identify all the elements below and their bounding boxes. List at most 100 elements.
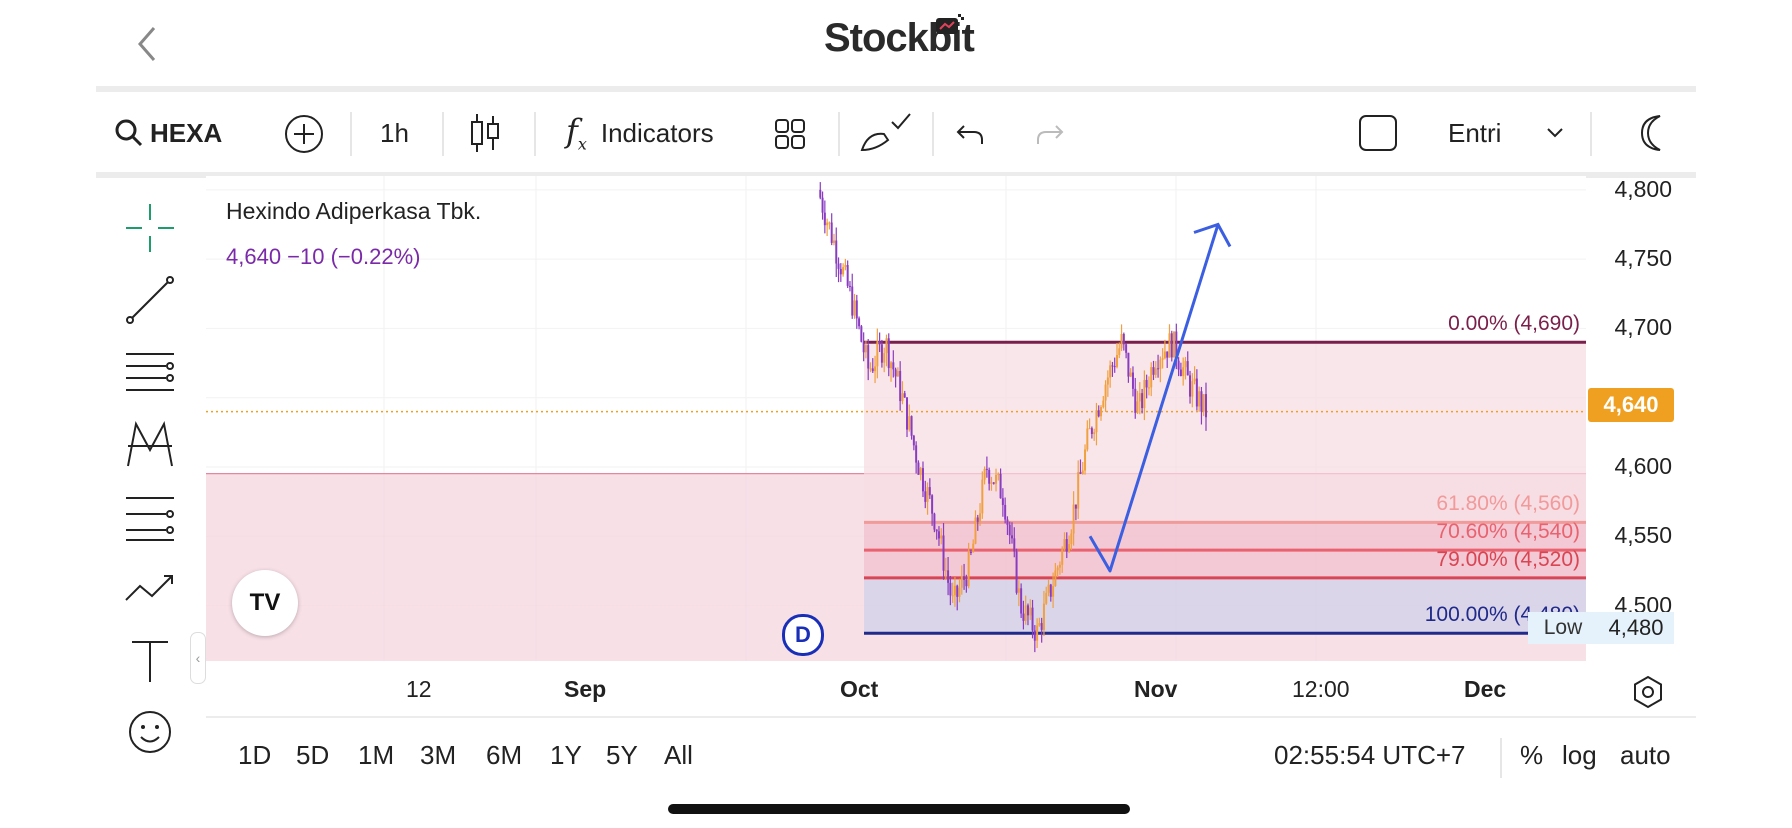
- candle-body: [999, 473, 1002, 499]
- candle-body: [1163, 351, 1166, 359]
- candle-body: [1125, 344, 1128, 353]
- candle-body: [1102, 400, 1105, 408]
- candle-body: [1084, 449, 1087, 471]
- range-button-all[interactable]: All: [664, 740, 693, 770]
- candle-body: [947, 570, 950, 583]
- percent-toggle[interactable]: %: [1520, 740, 1544, 770]
- candle-body: [1104, 384, 1107, 401]
- collapse-toolbar-handle[interactable]: ‹: [190, 632, 206, 684]
- interval-button[interactable]: 1h: [380, 117, 409, 148]
- candle-body: [1189, 375, 1192, 397]
- candle-body: [1184, 361, 1187, 368]
- candles-icon[interactable]: [468, 110, 502, 156]
- candle-body: [1063, 539, 1066, 550]
- candle-body: [1147, 387, 1150, 389]
- fib-label: 61.80% (4,560): [1436, 492, 1580, 516]
- candle-body: [1056, 567, 1059, 571]
- range-button-5d[interactable]: 5D: [296, 740, 330, 770]
- candle-body: [979, 513, 982, 522]
- redo-icon[interactable]: [1034, 118, 1066, 150]
- candle-body: [1186, 361, 1189, 376]
- candle-body: [1193, 378, 1196, 382]
- candle-body: [1191, 381, 1194, 397]
- dividend-badge[interactable]: D: [782, 614, 824, 656]
- theme-moon-icon[interactable]: [1634, 112, 1670, 154]
- price-chart[interactable]: [206, 176, 1696, 736]
- fib-retracement-icon[interactable]: [122, 344, 178, 400]
- candle-body: [848, 285, 851, 287]
- candle-body: [926, 487, 929, 502]
- symbol-search-button[interactable]: HEXA: [114, 94, 222, 172]
- candle-body: [1205, 394, 1207, 418]
- layout-selector[interactable]: Entri: [1448, 94, 1565, 172]
- candle-body: [864, 345, 867, 353]
- auto-toggle[interactable]: auto: [1620, 740, 1671, 770]
- candle-body: [1179, 369, 1182, 376]
- candle-body: [1070, 533, 1073, 545]
- range-button-3m[interactable]: 3M: [420, 740, 457, 770]
- candle-body: [928, 487, 931, 496]
- low-label: Low: [1528, 612, 1598, 644]
- candle-body: [1127, 352, 1130, 377]
- symbol-label: HEXA: [150, 117, 223, 148]
- candle-body: [880, 344, 883, 363]
- range-button-1m[interactable]: 1M: [358, 740, 395, 770]
- candle-body: [976, 517, 979, 522]
- log-toggle[interactable]: log: [1562, 740, 1597, 770]
- candle-body: [956, 585, 959, 597]
- candle-body: [1061, 549, 1064, 565]
- tradingview-logo[interactable]: TV: [232, 570, 298, 636]
- candle-body: [1058, 564, 1061, 568]
- candle-body: [953, 585, 956, 596]
- fx-icon: fx: [566, 112, 587, 154]
- time-tick: 12:00: [1292, 676, 1350, 702]
- drawing-tools-icon[interactable]: [858, 110, 914, 156]
- layout-grid-icon[interactable]: [774, 118, 806, 150]
- brush-line-icon[interactable]: [122, 560, 178, 616]
- tv-logo-text: TV: [249, 589, 281, 616]
- candle-body: [972, 543, 975, 553]
- back-icon[interactable]: [130, 22, 166, 66]
- candle-body: [823, 212, 826, 226]
- candle-body: [885, 338, 888, 354]
- time-tick: Dec: [1464, 676, 1507, 702]
- range-bar: 1D 5D 1M 3M 6M 1Y 5Y All 02:55:54 UTC+7 % log a…: [206, 718, 1696, 790]
- indicators-button[interactable]: fx Indicators: [566, 94, 714, 172]
- crosshair-icon[interactable]: [122, 200, 178, 256]
- undo-icon[interactable]: [954, 118, 986, 150]
- candle-body: [842, 267, 845, 275]
- range-button-5y[interactable]: 5Y: [606, 740, 638, 770]
- candle-body: [917, 462, 920, 475]
- candle-body: [867, 345, 870, 369]
- candle-body: [899, 370, 902, 402]
- compare-add-icon[interactable]: [282, 112, 326, 156]
- candle-body: [896, 370, 899, 377]
- range-button-1y[interactable]: 1Y: [550, 740, 582, 770]
- candle-body: [912, 435, 915, 446]
- candle-body: [1150, 367, 1153, 388]
- candle-body: [1052, 586, 1055, 597]
- emoji-icon[interactable]: [122, 704, 178, 760]
- candle-body: [1129, 372, 1132, 377]
- candles: [819, 182, 1207, 653]
- chart-settings-icon[interactable]: [1630, 674, 1666, 710]
- candle-body: [1074, 504, 1077, 509]
- candle-body: [1097, 410, 1100, 417]
- range-button-6m[interactable]: 6M: [486, 740, 523, 770]
- text-tool-icon[interactable]: [122, 632, 178, 688]
- trendline-icon[interactable]: [122, 272, 178, 328]
- candle-body: [1040, 623, 1043, 630]
- candle-body: [1011, 535, 1013, 539]
- candle-body: [1090, 428, 1093, 435]
- candle-body: [1168, 333, 1171, 358]
- candle-body: [1198, 391, 1201, 407]
- candle-body: [1138, 393, 1141, 402]
- range-button-1d[interactable]: 1D: [238, 740, 272, 770]
- pattern-icon[interactable]: [122, 416, 178, 472]
- candle-body: [958, 587, 961, 597]
- candle-body: [1026, 605, 1029, 616]
- candle-body: [832, 240, 835, 243]
- fullscreen-icon[interactable]: [1358, 114, 1398, 152]
- prediction-tools-icon[interactable]: [122, 488, 178, 544]
- candle-body: [837, 263, 840, 269]
